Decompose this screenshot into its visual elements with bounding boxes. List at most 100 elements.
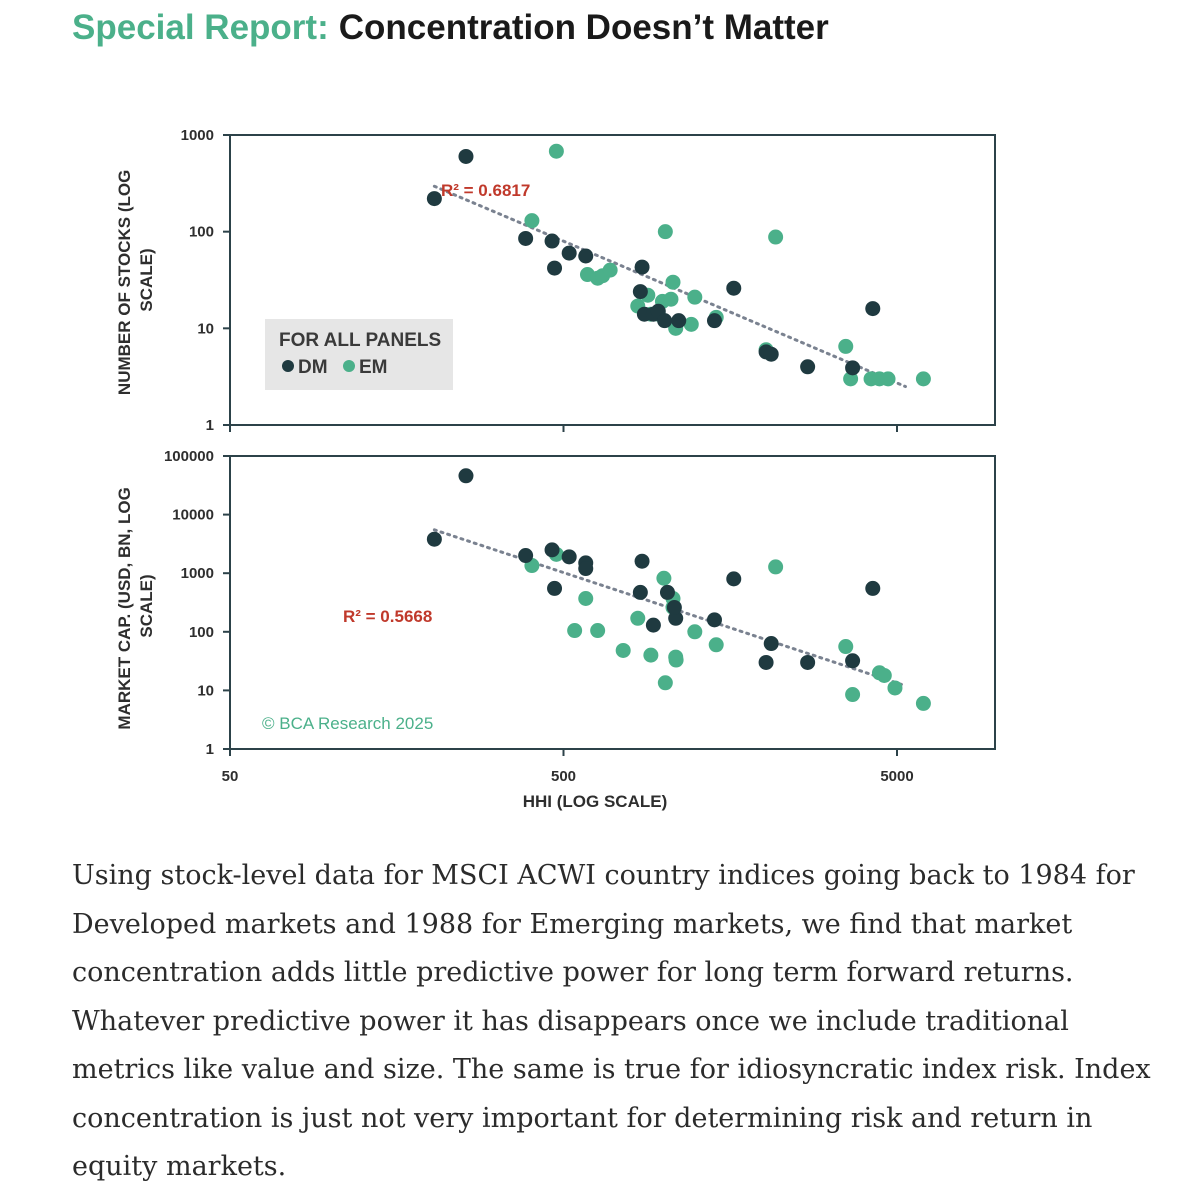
legend-title: FOR ALL PANELS xyxy=(279,330,441,351)
y-tick-label: 1 xyxy=(206,417,214,434)
dm-point xyxy=(634,259,650,275)
em-point xyxy=(663,291,679,307)
em-point xyxy=(838,639,854,655)
em-point xyxy=(668,652,684,668)
dm-point xyxy=(547,260,563,276)
y-tick-label: 100000 xyxy=(164,448,214,465)
top-panel-frame xyxy=(229,134,996,426)
legend-em-label: EM xyxy=(359,357,388,378)
x-tick-label: 50 xyxy=(222,768,239,785)
title-prefix: Special Report: xyxy=(72,8,329,47)
dm-point xyxy=(845,360,861,376)
dm-point xyxy=(458,468,474,484)
em-point xyxy=(915,371,931,387)
dm-point xyxy=(426,531,442,547)
dm-point xyxy=(706,313,722,329)
body-paragraph: Using stock-level data for MSCI ACWI cou… xyxy=(72,860,1151,1182)
y-tick-label: 1 xyxy=(206,741,214,758)
dm-point xyxy=(763,636,779,652)
em-point xyxy=(630,610,646,626)
dm-point xyxy=(518,548,534,564)
y-tick-label: 10000 xyxy=(172,507,214,524)
em-point xyxy=(656,570,672,586)
em-point xyxy=(915,695,931,711)
dm-point xyxy=(547,580,563,596)
legend-dm-label: DM xyxy=(298,357,328,378)
y-tick-label: 100 xyxy=(189,224,214,241)
legend-box xyxy=(265,319,453,390)
em-point xyxy=(887,680,903,696)
dm-point xyxy=(758,654,774,670)
y-tick-label: 10 xyxy=(197,320,214,337)
dm-point xyxy=(726,280,742,296)
legend: FOR ALL PANELS DM EM xyxy=(265,319,453,390)
y-tick-label: 1000 xyxy=(181,127,214,144)
x-axis-label: HHI (LOG SCALE) xyxy=(523,792,668,811)
em-point xyxy=(548,143,564,159)
dm-point xyxy=(544,233,560,249)
bottom-panel-frame xyxy=(229,455,996,750)
dm-point xyxy=(458,148,474,164)
legend-em-marker xyxy=(343,360,355,372)
dm-point xyxy=(726,571,742,587)
em-point xyxy=(687,289,703,305)
dm-point xyxy=(659,584,675,600)
top-y-label-line1: NUMBER OF STOCKS (LOG xyxy=(115,170,134,395)
x-tick-label: 500 xyxy=(551,768,576,785)
em-point xyxy=(838,338,854,354)
em-point xyxy=(524,213,540,229)
y-tick-label: 10 xyxy=(197,682,214,699)
dm-point xyxy=(561,549,577,565)
legend-dm-marker xyxy=(282,360,294,372)
dm-point xyxy=(632,284,648,300)
em-point xyxy=(708,637,724,653)
em-point xyxy=(602,262,618,278)
bottom-y-axis-label: MARKET CAP. (USD, BN, LOG SCALE) xyxy=(115,482,156,729)
y-tick-label: 1000 xyxy=(181,565,214,582)
em-point xyxy=(567,623,583,639)
dm-point xyxy=(666,599,682,615)
dm-point xyxy=(671,313,687,329)
dm-point xyxy=(634,553,650,569)
dm-point xyxy=(845,653,861,669)
title-main: Concentration Doesn’t Matter xyxy=(338,8,829,47)
top-y-axis-label: NUMBER OF STOCKS (LOG SCALE) xyxy=(115,165,156,395)
dm-point xyxy=(800,654,816,670)
dm-point xyxy=(706,612,722,628)
em-point xyxy=(657,224,673,240)
dm-point xyxy=(632,584,648,600)
em-point xyxy=(615,642,631,658)
em-point xyxy=(768,559,784,575)
em-point xyxy=(880,371,896,387)
em-point xyxy=(845,687,861,703)
dm-point xyxy=(578,248,594,264)
watermark: © BCA Research 2025 xyxy=(262,714,433,733)
dm-point xyxy=(561,245,577,261)
scatter-chart: 1 10 100 1000 1 10 100 1000 10000 100000 50 500 5000… xyxy=(115,127,996,811)
dm-point xyxy=(763,346,779,362)
bottom-y-label-line2: SCALE) xyxy=(137,574,156,637)
dm-point xyxy=(865,301,881,317)
r2-annotation-top: R² = 0.6817 xyxy=(441,181,530,200)
bottom-y-label-line1: MARKET CAP. (USD, BN, LOG xyxy=(115,487,134,729)
dm-point xyxy=(544,542,560,558)
em-point xyxy=(657,675,673,691)
dm-point xyxy=(518,230,534,246)
y-tick-label: 100 xyxy=(189,624,214,641)
em-point xyxy=(578,591,594,607)
em-point xyxy=(643,647,659,663)
trend-line xyxy=(432,184,907,389)
em-point xyxy=(687,624,703,640)
x-tick-label: 5000 xyxy=(880,768,913,785)
page-title: Special Report: Concentration Doesn’t Mat… xyxy=(72,8,829,48)
dm-point xyxy=(800,359,816,375)
em-point xyxy=(683,316,699,332)
dm-point xyxy=(578,561,594,577)
top-y-label-line2: SCALE) xyxy=(137,248,156,311)
dm-point xyxy=(645,617,661,633)
em-point xyxy=(590,623,606,639)
r2-annotation-bottom: R² = 0.5668 xyxy=(343,607,432,626)
dm-point xyxy=(657,313,673,329)
em-point xyxy=(768,229,784,245)
dm-point xyxy=(426,191,442,207)
